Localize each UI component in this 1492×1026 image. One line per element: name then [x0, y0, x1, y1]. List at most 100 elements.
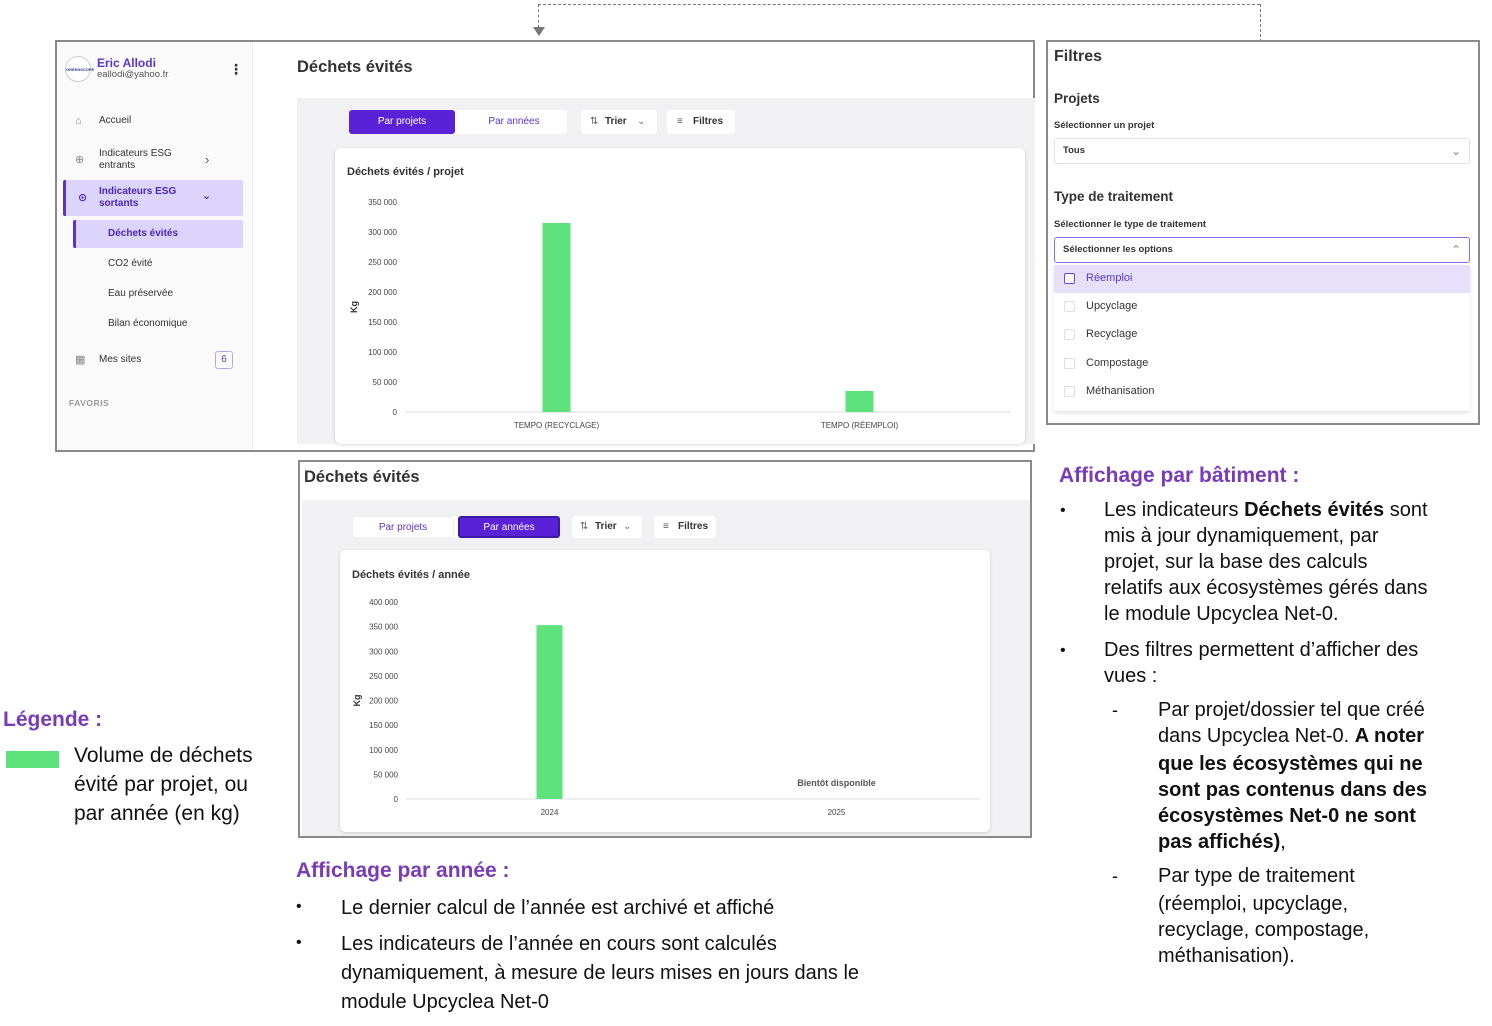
home-icon: ⌂	[75, 115, 82, 127]
tab-par-projets[interactable]: Par projets	[349, 110, 455, 134]
x-tick-label: 2024	[541, 808, 559, 817]
x-tick-label: TEMPO (RECYCLAGE)	[514, 421, 600, 430]
favoris-section-label: FAVORIS	[69, 398, 110, 408]
subbullet-2-line-3: recyclage, compostage,	[1158, 919, 1370, 941]
y-axis-label: Kg	[352, 695, 362, 707]
connector-line-right	[1260, 4, 1261, 42]
legend-title: Légende :	[3, 708, 103, 731]
y-tick-label: 0	[394, 795, 399, 804]
sidebar-item-mes-sites[interactable]: ▦ Mes sites 6	[63, 350, 243, 370]
connector-line-left	[538, 4, 539, 28]
chart-title: Déchets évités / projet	[347, 166, 464, 178]
y-axis-label: Kg	[349, 301, 359, 313]
y-tick-label: 300 000	[368, 228, 397, 237]
tab-par-projets[interactable]: Par projets	[352, 516, 454, 538]
chevron-down-icon: ⌄	[202, 190, 212, 202]
bar	[845, 391, 874, 412]
y-tick-label: 350 000	[368, 198, 397, 207]
sort-button[interactable]: ⇅ Trier ⌄	[572, 516, 642, 538]
view-tabs: Par projets Par années	[349, 110, 567, 134]
option-checkbox[interactable]	[1064, 301, 1075, 312]
chevron-down-icon: ⌄	[623, 521, 632, 532]
filters-panel: Filtres Projets Sélectionner un projet T…	[1046, 40, 1480, 425]
treatment-heading: Type de traitement	[1054, 189, 1174, 204]
building-bullet-1-line-2: mis à jour dynamiquement, par	[1104, 525, 1379, 547]
dash-marker: -	[1112, 866, 1118, 886]
treatment-multiselect[interactable]: Sélectionner les options ⌃	[1054, 237, 1470, 263]
y-tick-label: 50 000	[373, 378, 398, 387]
filters-button[interactable]: ≡ Filtres	[654, 516, 716, 538]
chevron-down-icon: ⌄	[637, 116, 646, 127]
option-methanisation[interactable]: Méthanisation	[1054, 378, 1470, 406]
chevron-up-icon: ⌃	[1450, 243, 1461, 257]
coming-soon-label: Bientôt disponible	[797, 778, 876, 788]
user-name: Eric Allodi	[97, 56, 156, 70]
page-title: Déchets évités	[297, 58, 413, 76]
option-checkbox[interactable]	[1064, 273, 1075, 284]
y-tick-label: 350 000	[369, 623, 398, 632]
project-select[interactable]: Tous ⌄	[1054, 138, 1470, 164]
y-tick-label: 300 000	[369, 647, 398, 656]
sort-icon: ⇅	[580, 521, 589, 532]
filters-button[interactable]: ≡ Filtres	[667, 110, 735, 134]
filters-title: Filtres	[1054, 48, 1103, 65]
sort-icon: ⇅	[590, 116, 599, 127]
sidebar-item-indicateurs-sortants[interactable]: ⊙ Indicateurs ESG sortants ⌄	[63, 180, 243, 216]
year-heading: Affichage par année :	[296, 859, 510, 882]
sidebar-subitem-dechets-evites[interactable]: Déchets évités	[73, 220, 243, 248]
subbullet-2-line-1: Par type de traitement	[1158, 865, 1355, 887]
y-tick-label: 100 000	[369, 746, 398, 755]
filter-sliders-icon: ≡	[663, 521, 669, 532]
tab-par-annees[interactable]: Par années	[461, 110, 567, 134]
chart-card: Déchets évités / année 0 50 000 100 000 150…	[340, 550, 990, 832]
building-bullet-1-line-5: le module Upcyclea Net-0.	[1104, 603, 1339, 625]
bar	[536, 625, 563, 799]
sidebar-subitem-eau-preservee[interactable]: Eau préservée	[108, 288, 174, 299]
option-upcyclage[interactable]: Upcyclage	[1054, 293, 1470, 321]
bullet-icon: •	[296, 898, 302, 915]
option-recyclage[interactable]: Recyclage	[1054, 321, 1470, 349]
subbullet-1-line-5: écosystèmes Net-0 ne sont	[1158, 805, 1416, 827]
sidebar-subitem-bilan-economique[interactable]: Bilan économique	[108, 318, 188, 329]
tab-par-annees[interactable]: Par années	[458, 516, 560, 538]
sidebar-subitem-co2-evite[interactable]: CO2 évité	[108, 258, 153, 269]
treatment-options-list: Réemploi Upcyclage Recyclage Compostage …	[1054, 265, 1470, 411]
sidebar-item-indicateurs-entrants[interactable]: ⊕ Indicateurs ESG entrants ›	[75, 148, 210, 171]
y-tick-label: 200 000	[368, 288, 397, 297]
option-checkbox[interactable]	[1064, 386, 1075, 397]
page-title: Déchets évités	[304, 468, 420, 486]
view-tabs: Par projets Par années	[352, 516, 560, 538]
building-bullet-1-line-4: relatifs aux écosystèmes gérés dans	[1104, 577, 1428, 599]
y-tick-label: 250 000	[368, 258, 397, 267]
option-reemploi[interactable]: Réemploi	[1054, 265, 1470, 293]
kebab-menu-icon[interactable]: ⋮	[229, 61, 243, 77]
screen-projects-panel: GREENSCOPE Eric Allodi eallodi@yahoo.fr …	[55, 40, 1035, 452]
year-bullet-2-line-3: module Upcyclea Net-0	[341, 991, 549, 1013]
y-tick-label: 50 000	[374, 770, 399, 779]
projects-heading: Projets	[1054, 91, 1100, 106]
year-bullet-2-line-1: Les indicateurs de l’année en cours sont…	[341, 933, 777, 955]
building-heading: Affichage par bâtiment :	[1059, 464, 1300, 487]
legend-text-2: évité par projet, ou	[74, 773, 248, 796]
y-tick-label: 400 000	[369, 598, 398, 607]
subbullet-1-line-4: sont pas contenus dans des	[1158, 779, 1427, 801]
y-tick-label: 200 000	[369, 697, 398, 706]
chevron-down-icon: ⌄	[1450, 144, 1461, 158]
chart-dechets-par-projet: 0 50 000 100 000 150 000 200 000 250 000 300 0…	[349, 198, 1011, 430]
building-bullet-1-line-3: projet, sur la base des calculs	[1104, 551, 1368, 573]
y-tick-label: 150 000	[369, 721, 398, 730]
sort-button[interactable]: ⇅ Trier ⌄	[581, 110, 657, 134]
user-email: eallodi@yahoo.fr	[97, 69, 169, 80]
sidebar-item-accueil[interactable]: ⌂ Accueil	[75, 115, 132, 127]
x-tick-label: 2025	[828, 808, 846, 817]
bullet-icon: •	[1060, 642, 1066, 659]
subbullet-1-line-2: dans Upcyclea Net-0. A noter	[1158, 725, 1425, 747]
option-compostage[interactable]: Compostage	[1054, 350, 1470, 378]
sites-count-badge: 6	[215, 351, 233, 369]
dash-marker: -	[1112, 700, 1118, 720]
arrow-down-circle-icon: ⊕	[75, 154, 85, 166]
building-bullet-2-line-2: vues :	[1104, 665, 1158, 687]
option-checkbox[interactable]	[1064, 358, 1075, 369]
option-checkbox[interactable]	[1064, 329, 1075, 340]
y-tick-label: 100 000	[368, 348, 397, 357]
